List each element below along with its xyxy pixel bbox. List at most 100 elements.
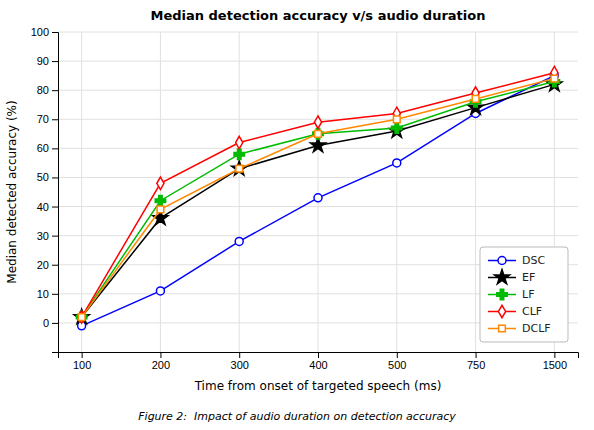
y-tick: 70 [37,113,58,125]
x-tick-mark [160,352,161,358]
marker [234,149,244,159]
marker [551,75,558,82]
legend-label: DSC [522,254,545,267]
x-tick: 750 [467,352,485,371]
chart: 100 200 300 400 500 750 1500 0 10 20 30 40 50 60 70 80 9… [0,0,594,430]
marker [157,177,164,189]
marker [232,161,247,175]
y-tick-mark [52,119,58,120]
y-tick-label: 100 [31,26,49,38]
x-tick: 500 [388,352,406,371]
y-tick-label: 50 [37,171,49,183]
y-tick-label: 30 [37,230,49,242]
marker [314,194,322,202]
legend-marker [498,257,506,265]
legend-item: DCLF [488,322,551,335]
marker [313,129,323,139]
x-tick-label: 200 [152,359,170,371]
x-tick-label: 500 [388,359,406,371]
y-tick-mark [52,32,58,33]
grid-line [396,32,397,352]
y-tick-label: 90 [37,55,49,67]
x-axis: 100 200 300 400 500 750 1500 [59,352,579,371]
x-tick: 1500 [543,352,567,371]
y-tick-mark [52,177,58,178]
grid-line [475,32,476,352]
legend-box [480,247,568,342]
legend-label: CLF [522,305,542,318]
grid-line [81,32,82,352]
marker [389,123,404,137]
y-axis-line [52,33,59,353]
legend-item: CLF [488,305,542,318]
x-tick-mark [397,352,398,358]
y-tick-label: 60 [37,142,49,154]
y-tick-mark [52,90,58,91]
legend-label: LF [522,288,534,301]
legend-marker [494,270,509,284]
y-tick: 100 [31,26,58,38]
y-tick-label: 10 [37,288,49,300]
x-tick-mark [476,352,477,358]
y-tick-label: 0 [43,317,49,329]
y-tick: 60 [37,142,58,154]
legend-label: EF [522,271,535,284]
marker [78,314,85,321]
marker [157,206,164,213]
x-tick-mark [82,352,83,358]
y-tick: 90 [37,55,58,67]
marker [76,312,86,322]
grid [58,32,578,352]
x-tick-label: 1500 [543,359,567,371]
x-tick-label: 100 [73,359,91,371]
marker [236,165,243,172]
y-tick-label: 70 [37,113,49,125]
x-tick: 400 [309,352,327,371]
marker [392,123,402,133]
y-tick: 50 [37,171,58,183]
legend-marker [498,305,505,317]
y-tick: 80 [37,84,58,96]
y-tick-mark [52,236,58,237]
marker [74,309,89,323]
x-tick: 300 [231,352,249,371]
y-axis-title: Median detected accuracy (%) [5,100,19,283]
y-tick-label: 40 [37,201,49,213]
y-tick: 0 [43,317,58,329]
x-tick-mark [318,352,319,358]
legend-label: DCLF [522,322,551,335]
marker [235,237,243,245]
x-tick-label: 750 [467,359,485,371]
legend-item: LF [488,288,534,301]
marker [155,196,165,206]
x-tick-mark [554,352,555,358]
y-tick-mark [52,265,58,266]
x-tick: 200 [152,352,170,371]
y-tick: 20 [37,259,58,271]
marker [472,96,479,103]
legend-marker [497,289,507,299]
y-tick: 30 [37,230,58,242]
marker [393,116,400,123]
title: Median detection accuracy v/s audio dura… [151,8,486,23]
y-tick-mark [52,207,58,208]
x-axis-line [59,353,579,359]
legend-item: EF [488,270,535,285]
y-tick-label: 80 [37,84,49,96]
y-axis: 0 10 20 30 40 50 60 70 80 90 100 [31,26,59,352]
legend-item: DSC [488,254,545,267]
x-tick-label: 300 [231,359,249,371]
x-tick-mark [239,352,240,358]
y-tick-mark [52,148,58,149]
x-tick: 100 [73,352,91,371]
plot-area: 100 200 300 400 500 750 1500 0 10 20 30 40 50 60 70 80 9… [31,26,579,371]
marker [236,136,243,148]
y-tick: 10 [37,288,58,300]
marker [393,159,401,167]
grid-line [318,32,319,352]
legend-marker [499,325,506,332]
y-tick-mark [52,294,58,295]
x-tick-label: 400 [309,359,327,371]
y-tick-mark [52,61,58,62]
legend: DSC EF LF CLF DCLF [480,247,568,342]
